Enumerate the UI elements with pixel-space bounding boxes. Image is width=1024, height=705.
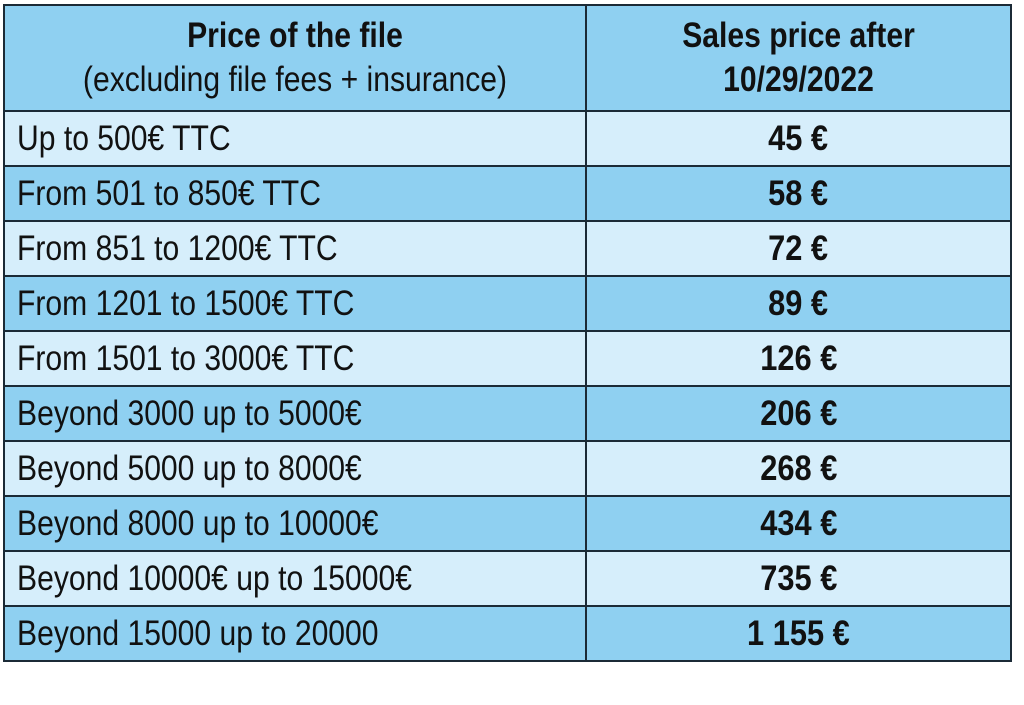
price-range-cell: From 851 to 1200€ TTC bbox=[3, 220, 587, 277]
header-file-price-title: Price of the file bbox=[187, 16, 403, 55]
header-sales-price: Sales price after 10/29/2022 bbox=[585, 4, 1012, 112]
header-file-price-subtitle: (excluding file fees + insurance) bbox=[82, 60, 508, 99]
sales-price-cell: 735 € bbox=[585, 550, 1012, 607]
table-row: Beyond 3000 up to 5000€ 206 € bbox=[3, 385, 1012, 442]
header-sales-price-title: Sales price after bbox=[682, 16, 915, 55]
table-row: Beyond 5000 up to 8000€ 268 € bbox=[3, 440, 1012, 497]
table-row: Beyond 8000 up to 10000€ 434 € bbox=[3, 495, 1012, 552]
sales-price-cell: 45 € bbox=[585, 110, 1012, 167]
sales-price-cell: 206 € bbox=[585, 385, 1012, 442]
table-row: Beyond 10000€ up to 15000€ 735 € bbox=[3, 550, 1012, 607]
sales-price-cell: 89 € bbox=[585, 275, 1012, 332]
table-row: Up to 500€ TTC 45 € bbox=[3, 110, 1012, 167]
table-row: From 1201 to 1500€ TTC 89 € bbox=[3, 275, 1012, 332]
price-range-cell: Up to 500€ TTC bbox=[3, 110, 587, 167]
table-row: From 851 to 1200€ TTC 72 € bbox=[3, 220, 1012, 277]
header-file-price: Price of the file (excluding file fees +… bbox=[3, 4, 587, 112]
price-range-cell: From 1201 to 1500€ TTC bbox=[3, 275, 587, 332]
sales-price-cell: 126 € bbox=[585, 330, 1012, 387]
price-range-cell: Beyond 5000 up to 8000€ bbox=[3, 440, 587, 497]
sales-price-cell: 434 € bbox=[585, 495, 1012, 552]
price-range-cell: Beyond 10000€ up to 15000€ bbox=[3, 550, 587, 607]
header-sales-price-date: 10/29/2022 bbox=[723, 60, 874, 99]
price-range-cell: From 1501 to 3000€ TTC bbox=[3, 330, 587, 387]
pricing-table: Price of the file (excluding file fees +… bbox=[3, 4, 1012, 662]
price-range-cell: Beyond 8000 up to 10000€ bbox=[3, 495, 587, 552]
sales-price-cell: 1 155 € bbox=[585, 605, 1012, 662]
price-range-cell: From 501 to 850€ TTC bbox=[3, 165, 587, 222]
price-range-cell: Beyond 15000 up to 20000 bbox=[3, 605, 587, 662]
table-row: From 1501 to 3000€ TTC 126 € bbox=[3, 330, 1012, 387]
price-range-cell: Beyond 3000 up to 5000€ bbox=[3, 385, 587, 442]
sales-price-cell: 72 € bbox=[585, 220, 1012, 277]
sales-price-cell: 58 € bbox=[585, 165, 1012, 222]
table-row: From 501 to 850€ TTC 58 € bbox=[3, 165, 1012, 222]
sales-price-cell: 268 € bbox=[585, 440, 1012, 497]
table-header-row: Price of the file (excluding file fees +… bbox=[3, 4, 1012, 112]
table-row: Beyond 15000 up to 20000 1 155 € bbox=[3, 605, 1012, 662]
